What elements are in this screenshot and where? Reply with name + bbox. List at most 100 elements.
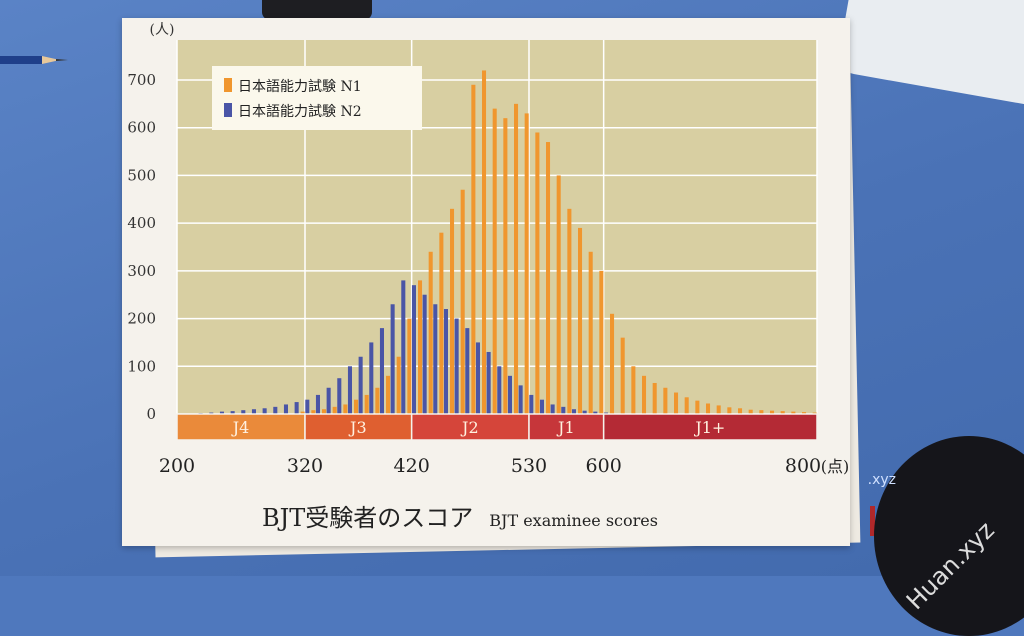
bar-n1 xyxy=(642,375,647,414)
bar-n1 xyxy=(418,280,423,414)
bar-n1 xyxy=(524,113,529,415)
bar-n2 xyxy=(433,304,438,414)
bar-n1 xyxy=(364,394,369,414)
bar-n2 xyxy=(539,399,544,414)
bar-n1 xyxy=(599,270,604,414)
bar-n1 xyxy=(482,70,487,414)
chart-subtitle: BJT examinee scores xyxy=(489,511,658,530)
legend-box xyxy=(212,66,422,130)
pencil-icon xyxy=(0,56,68,64)
legend: 日本語能力試験 N1 日本語能力試験 N2 xyxy=(212,66,422,130)
y-tick-label: 500 xyxy=(127,166,156,184)
bar-n2 xyxy=(475,342,480,414)
x-tick-label: 200 xyxy=(159,455,195,477)
bar-n2 xyxy=(561,406,566,414)
bar-n2 xyxy=(337,378,342,414)
bar-n1 xyxy=(791,411,796,414)
chart-title: BJT受験者のスコア xyxy=(262,504,474,532)
bar-n1 xyxy=(802,412,807,414)
bar-n2 xyxy=(550,404,555,414)
bar-n1 xyxy=(460,189,465,414)
bar-n1 xyxy=(674,392,679,414)
bar-n1 xyxy=(332,406,337,414)
legend-swatch xyxy=(224,78,232,92)
y-axis-label: (人) xyxy=(150,22,175,38)
bar-n2 xyxy=(262,408,267,414)
bar-n2 xyxy=(315,394,320,414)
bar-n1 xyxy=(588,251,593,414)
x-tick-label: 600 xyxy=(586,455,622,477)
bar-n1 xyxy=(631,366,636,414)
y-tick-label: 100 xyxy=(127,357,156,375)
band-label: J1 xyxy=(556,418,575,437)
x-tick-label: 800 xyxy=(785,455,821,477)
bar-n1 xyxy=(578,227,583,414)
bar-n2 xyxy=(529,394,534,414)
legend-swatch xyxy=(224,103,232,117)
band-j1 xyxy=(528,413,605,441)
bar-n1 xyxy=(439,232,444,414)
band-j1-plus xyxy=(602,413,818,441)
bar-n1 xyxy=(300,411,305,414)
bar-n2 xyxy=(518,385,523,414)
bar-n1 xyxy=(738,408,743,414)
bar-n1 xyxy=(492,108,497,414)
bar-n1 xyxy=(322,409,327,414)
bar-n1 xyxy=(748,409,753,414)
y-tick-label: 400 xyxy=(127,214,156,232)
bar-n1 xyxy=(716,405,721,414)
x-tick-label: 530 xyxy=(511,455,547,477)
y-tick-label: 0 xyxy=(146,405,156,423)
bar-n2 xyxy=(326,387,331,414)
y-tick-label: 300 xyxy=(127,262,156,280)
bar-n2 xyxy=(454,318,459,414)
bar-n1 xyxy=(535,132,540,414)
legend-label: 日本語能力試験 N2 xyxy=(238,104,362,120)
bar-n1 xyxy=(546,142,551,414)
bar-n1 xyxy=(684,397,689,414)
bars xyxy=(198,70,817,415)
page-edge-marker xyxy=(870,506,875,536)
bar-n2 xyxy=(497,366,502,414)
band-j4 xyxy=(176,413,306,441)
bar-n1 xyxy=(311,410,316,414)
x-axis: 200 320 420 530 600 800 (点) xyxy=(159,455,849,477)
bar-n2 xyxy=(273,406,278,414)
y-axis: 0 100 200 300 400 500 600 700 (人) xyxy=(127,22,174,423)
legend-label: 日本語能力試験 N1 xyxy=(238,79,362,95)
bar-n2 xyxy=(369,342,374,414)
bar-n1 xyxy=(428,251,433,414)
bar-n1 xyxy=(396,356,401,414)
bar-n2 xyxy=(347,366,352,414)
level-bands: J4 J3 J2 J1 J1+ xyxy=(176,413,818,441)
bar-n1 xyxy=(450,208,455,414)
bar-n2 xyxy=(230,411,235,414)
bar-n2 xyxy=(390,304,395,414)
black-strap xyxy=(262,0,372,20)
bar-n2 xyxy=(294,402,299,414)
bar-n2 xyxy=(358,356,363,414)
x-axis-label: (点) xyxy=(821,457,850,476)
bar-n2 xyxy=(582,410,587,414)
bar-n2 xyxy=(571,409,576,414)
bar-n1 xyxy=(354,399,359,414)
band-label: J1+ xyxy=(693,418,725,437)
bar-n2 xyxy=(422,294,427,414)
bar-n2 xyxy=(379,328,384,414)
bar-n2 xyxy=(465,328,470,414)
band-label: J3 xyxy=(348,418,367,437)
watermark-small: .xyz xyxy=(867,472,896,488)
bar-n2 xyxy=(283,404,288,414)
bar-n1 xyxy=(706,403,711,414)
bar-n2 xyxy=(593,411,598,414)
band-label: J4 xyxy=(231,418,250,437)
grid xyxy=(176,40,818,415)
bar-n1 xyxy=(471,84,476,415)
bar-n2 xyxy=(219,411,224,414)
band-label: J2 xyxy=(460,418,479,437)
bar-n2 xyxy=(305,399,310,414)
y-tick-label: 200 xyxy=(127,310,156,328)
bar-n2 xyxy=(241,410,246,414)
bjt-score-chart: J4 J3 J2 J1 J1+ 0 100 200 300 400 500 600 700 (人) 20… xyxy=(127,22,849,477)
bar-n1 xyxy=(727,407,732,414)
